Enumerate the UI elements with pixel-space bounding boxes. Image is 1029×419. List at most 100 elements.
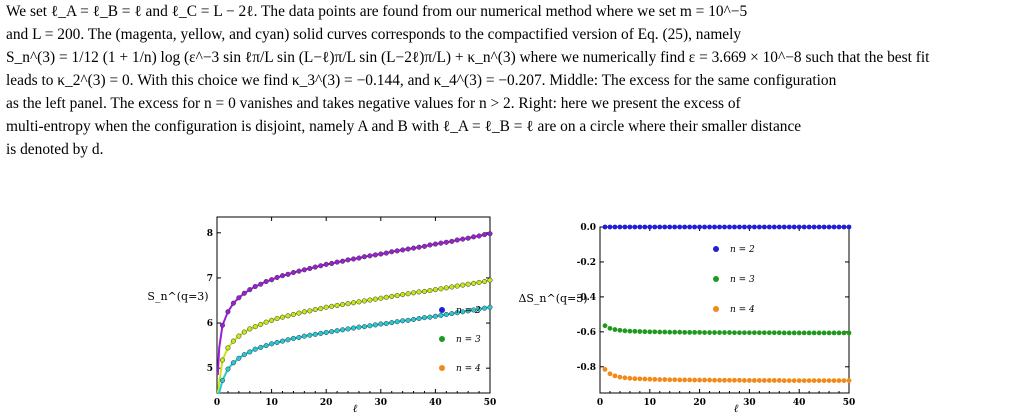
left-legend: n = 2 n = 3 n = 4 <box>439 306 481 374</box>
data-point-n3 <box>687 329 693 335</box>
x-tick-label: 0 <box>214 398 220 408</box>
data-point-n4 <box>411 316 417 322</box>
data-point-n4 <box>622 375 628 381</box>
caption-line-3: S_n^(3) = 1/12 (1 + 1/n) log (ε^−3 sin ℓ… <box>6 49 930 66</box>
data-point-n4 <box>252 346 258 352</box>
data-point-n3 <box>657 329 663 335</box>
data-point-n4 <box>432 313 438 319</box>
data-point-n3 <box>652 329 658 335</box>
data-point-n3 <box>269 317 275 323</box>
data-point-n4 <box>383 320 389 327</box>
legend-label-n3: n = 3 <box>456 335 481 345</box>
data-point-n3 <box>329 303 335 309</box>
data-point-n2 <box>751 224 757 230</box>
data-point-n2 <box>318 263 324 269</box>
data-point-n3 <box>350 300 357 306</box>
data-point-n3 <box>632 328 638 334</box>
data-point-n3 <box>432 287 438 293</box>
data-point-n3 <box>637 329 643 334</box>
data-point-n2 <box>263 278 269 285</box>
data-point-n3 <box>471 280 477 286</box>
data-point-n2 <box>236 295 242 301</box>
data-point-n2 <box>652 224 658 230</box>
data-point-n2 <box>487 231 493 237</box>
data-point-n2 <box>831 224 837 230</box>
right-data-points <box>602 224 852 383</box>
y-tick-label: -0.4 <box>577 293 596 303</box>
data-point-n3 <box>465 281 471 287</box>
data-point-n2 <box>443 239 449 245</box>
right-plot: 0 10 20 30 40 500.0-0.2-0.4-0.6-0.8 n = 2n = … <box>518 223 855 415</box>
data-point-n4 <box>737 377 742 383</box>
data-point-n2 <box>247 287 253 293</box>
data-point-n2 <box>747 224 752 230</box>
data-point-n2 <box>607 224 613 230</box>
data-point-n2 <box>766 224 772 230</box>
data-point-n2 <box>481 232 488 238</box>
data-point-n4 <box>481 305 488 311</box>
data-point-n3 <box>806 330 812 336</box>
legend-marker-n4 <box>713 306 719 312</box>
data-point-n2 <box>460 236 466 242</box>
data-point-n4 <box>460 309 466 315</box>
data-point-n2 <box>692 224 698 230</box>
fit-curve-4 <box>217 306 491 394</box>
x-tick-label: 50 <box>484 398 497 408</box>
data-point-n4 <box>652 376 658 382</box>
data-point-n3 <box>400 292 406 298</box>
data-point-n3 <box>247 326 253 332</box>
data-point-n3 <box>627 328 633 334</box>
data-point-n4 <box>811 378 817 383</box>
data-point-n4 <box>692 377 698 383</box>
data-point-n4 <box>727 377 732 383</box>
data-point-n4 <box>329 329 335 335</box>
data-point-n4 <box>602 367 608 372</box>
caption-line-1: We set ℓ_A = ℓ_B = ℓ and ℓ_C = L − 2ℓ. T… <box>6 3 748 20</box>
data-point-n4 <box>356 324 362 330</box>
data-point-n2 <box>677 224 683 230</box>
data-point-n3 <box>617 327 623 333</box>
data-point-n2 <box>816 224 822 230</box>
data-point-n2 <box>642 224 648 230</box>
data-point-n4 <box>307 332 313 338</box>
data-point-n4 <box>471 307 477 313</box>
data-point-n4 <box>476 306 482 312</box>
y-tick-label: 6 <box>207 319 213 329</box>
data-point-n2 <box>682 224 688 230</box>
x-tick-label: 30 <box>375 398 388 408</box>
data-point-n4 <box>263 343 269 349</box>
data-point-n4 <box>836 378 842 383</box>
data-point-n4 <box>722 377 727 383</box>
right-plot-frame <box>599 226 850 394</box>
y-tick-label: 7 <box>207 274 213 284</box>
data-point-n3 <box>826 330 832 336</box>
data-point-n4 <box>421 315 428 321</box>
left-data-points <box>219 231 493 383</box>
data-point-n3 <box>476 279 482 285</box>
data-point-n3 <box>236 333 242 339</box>
data-point-n4 <box>389 320 395 326</box>
data-point-n4 <box>776 378 782 383</box>
data-point-n3 <box>416 289 422 295</box>
legend-marker-n4 <box>439 365 445 371</box>
data-point-n4 <box>707 377 712 383</box>
data-point-n2 <box>771 224 777 230</box>
data-point-n3 <box>443 285 449 291</box>
data-point-n4 <box>657 377 663 382</box>
data-point-n4 <box>323 329 329 336</box>
data-point-n2 <box>761 224 767 230</box>
data-point-n2 <box>350 256 357 262</box>
data-point-n3 <box>285 313 291 319</box>
data-point-n2 <box>821 224 827 230</box>
data-point-n3 <box>389 293 395 299</box>
data-point-n4 <box>449 311 455 317</box>
data-point-n2 <box>279 273 286 279</box>
data-point-n4 <box>742 378 747 383</box>
data-point-n2 <box>627 224 633 230</box>
legend-marker-n3 <box>713 276 719 282</box>
data-point-n2 <box>702 224 707 230</box>
fit-curve-2 <box>216 232 491 375</box>
data-point-n3 <box>394 292 400 299</box>
data-point-n3 <box>737 330 742 336</box>
figure-caption: We set ℓ_A = ℓ_B = ℓ and ℓ_C = L − 2ℓ. T… <box>6 0 1023 205</box>
